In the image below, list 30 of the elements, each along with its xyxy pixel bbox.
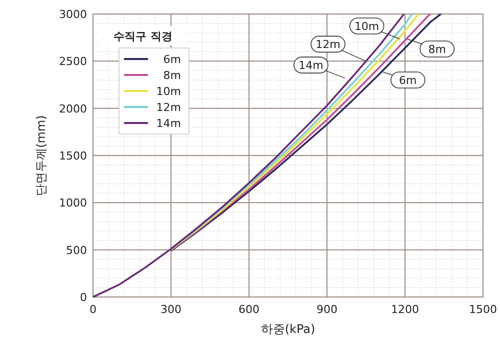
x-tick-label: 0 (90, 303, 96, 316)
annotation: 12m (316, 38, 340, 52)
y-tick-label: 3000 (59, 8, 87, 21)
y-tick-label: 500 (66, 244, 87, 257)
y-axis-title: 단면두께(mm) (34, 115, 48, 196)
annotation: 10m (349, 18, 400, 40)
annotation: 10m (354, 20, 380, 33)
x-axis-title: 하중(kPa) (260, 322, 316, 336)
x-tick-label: 900 (316, 303, 338, 316)
annotation: 6m (399, 74, 417, 88)
legend-label: 6m (163, 53, 181, 66)
annotation: 8m (428, 43, 446, 56)
y-tick-label: 1500 (59, 150, 87, 162)
y-tick-label: 1000 (59, 196, 87, 210)
legend-label: 8m (163, 69, 181, 82)
annotation: 8m (406, 38, 454, 58)
y-tick-label: 2000 (59, 102, 87, 116)
legend-label: 14m (156, 117, 181, 130)
legend-label: 12m (156, 101, 181, 114)
y-tick-label: 2500 (59, 55, 87, 68)
x-tick-label: 600 (238, 303, 260, 316)
x-tick-label: 300 (160, 303, 182, 316)
annotation: 6m (382, 72, 426, 88)
x-tick-label: 1500 (469, 303, 497, 316)
y-tick-label: 0 (80, 291, 87, 304)
x-tick-label: 1200 (391, 303, 419, 316)
legend-label: 10m (156, 85, 181, 98)
legend-title: 수직구 직경 (114, 30, 172, 43)
annotation: 14m (294, 56, 346, 78)
annotation: 14m (298, 59, 324, 72)
